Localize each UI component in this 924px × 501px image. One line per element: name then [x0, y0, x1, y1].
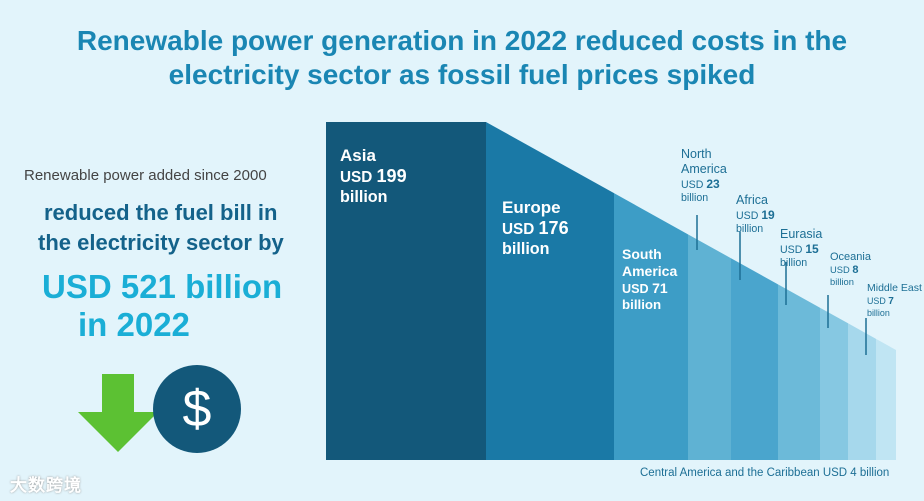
central-america-label: Central America and the Caribbean USD 4 … — [640, 467, 890, 479]
region-value: USD 23 — [681, 177, 720, 191]
region-unit: billion — [830, 277, 854, 288]
region-label: Oceania USD 8 billion — [830, 251, 871, 289]
region-unit: billion — [736, 223, 764, 235]
bar-central-america-and-the-caribbean — [876, 338, 896, 460]
region-unit: billion — [681, 192, 709, 204]
bar-africa — [731, 258, 778, 460]
region-value: USD 19 — [736, 208, 775, 222]
watermark: 大数跨境 — [10, 476, 82, 496]
left-panel-line-2: reduced the fuel bill in — [44, 200, 278, 225]
region-label: Middle East USD 7 billion — [867, 282, 922, 318]
region-label: Europe USD 176 billion — [502, 198, 569, 259]
region-value: USD 8 — [830, 264, 859, 277]
region-label: North America USD 23 billion — [681, 147, 727, 205]
bar-asia — [326, 122, 486, 460]
region-label: Eurasia USD 15 billion — [780, 227, 822, 270]
highlight-amount: USD 521 billion — [42, 268, 283, 305]
page-title: Renewable power generation in 2022 reduc… — [0, 24, 924, 92]
region-unit: billion — [340, 187, 388, 206]
title-line-2: electricity sector as fossil fuel prices… — [168, 59, 756, 90]
region-name: Asia — [340, 146, 376, 165]
region-name: Africa — [736, 193, 768, 207]
left-panel-line-1: Renewable power added since 2000 — [24, 167, 267, 184]
title-line-1: Renewable power generation in 2022 reduc… — [76, 25, 848, 56]
region-unit: billion — [780, 257, 808, 269]
svg-text:$: $ — [183, 380, 212, 438]
region-name: South America — [622, 246, 678, 279]
bar-north-america — [688, 234, 731, 460]
region-value: USD 199 — [340, 166, 407, 187]
region-name: Europe — [502, 198, 561, 217]
highlight-year: in 2022 — [78, 306, 190, 343]
region-value: USD 71 — [622, 279, 668, 296]
bar-eurasia — [778, 284, 820, 460]
region-value: USD 15 — [780, 242, 819, 256]
region-value: USD 176 — [502, 218, 569, 239]
region-name: North America — [681, 147, 727, 176]
region-unit: billion — [502, 239, 550, 258]
bar-europe — [486, 122, 614, 460]
region-value: USD 7 — [867, 295, 894, 307]
region-label: Africa USD 19 billion — [736, 193, 775, 236]
dollar-sign-icon: $ — [153, 365, 241, 453]
down-arrow-icon — [78, 374, 158, 452]
left-panel-line-3: the electricity sector by — [38, 230, 284, 255]
region-name: Oceania — [830, 251, 871, 263]
bar-south-america — [614, 193, 688, 460]
bar-middle-east — [848, 323, 876, 460]
region-label: South America USD 71 billion — [622, 246, 677, 313]
bar-oceania — [820, 307, 848, 460]
region-unit: billion — [622, 296, 662, 312]
region-unit: billion — [867, 307, 890, 318]
region-name: Middle East — [867, 282, 922, 294]
region-label: Asia USD 199 billion — [340, 146, 407, 207]
region-name: Eurasia — [780, 227, 823, 241]
